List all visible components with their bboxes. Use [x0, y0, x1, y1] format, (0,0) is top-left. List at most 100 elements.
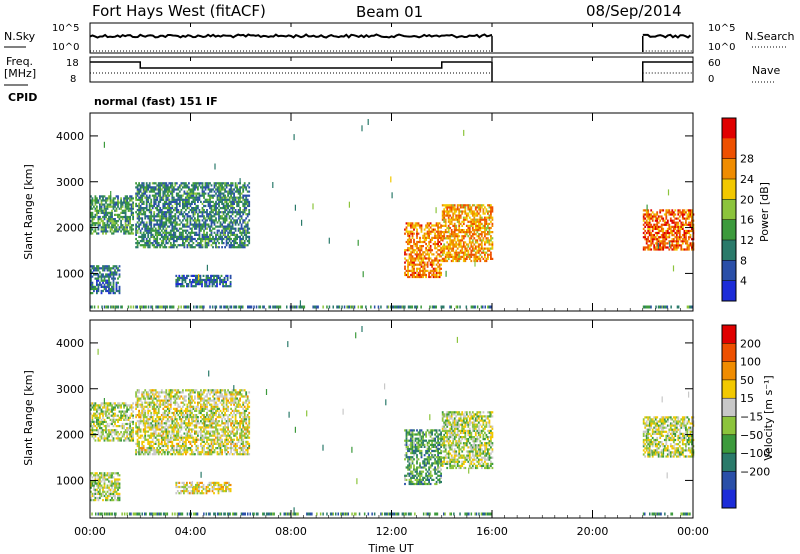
echo-cell	[168, 237, 171, 241]
echo-cell	[465, 253, 468, 256]
echo-cell	[675, 229, 678, 233]
echo-cell	[162, 403, 165, 406]
echo-cell	[150, 235, 153, 238]
echo-cell	[446, 210, 449, 213]
echo-cell	[127, 215, 130, 219]
echo-cell	[94, 404, 97, 407]
echo-cell	[234, 305, 236, 309]
echo-cell	[240, 200, 243, 203]
echo-cell	[450, 204, 453, 207]
echo-cell	[248, 202, 251, 205]
echo-cell	[99, 496, 101, 500]
echo-cell	[169, 202, 172, 205]
echo-cell	[228, 221, 231, 224]
echo-cell	[662, 242, 665, 245]
echo-cell	[484, 253, 486, 256]
echo-cell	[185, 204, 187, 208]
echo-cell	[142, 405, 145, 408]
echo-cell	[462, 231, 465, 234]
echo-cell	[685, 211, 687, 214]
echo-cell	[117, 402, 119, 405]
echo-cell	[657, 240, 660, 243]
echo-cell	[691, 305, 694, 309]
echo-cell	[491, 210, 494, 213]
echo-cell	[171, 196, 174, 199]
echo-cell	[425, 232, 427, 235]
echo-cell	[154, 200, 157, 203]
echo-cell	[422, 267, 424, 270]
echo-cell	[476, 226, 479, 230]
echo-cell	[647, 248, 650, 251]
echo-cell	[183, 204, 186, 208]
echo-cell	[148, 209, 151, 212]
echo-cell	[171, 211, 174, 214]
echo-cell	[207, 285, 209, 288]
echo-cell	[204, 283, 206, 286]
echo-cell	[105, 273, 107, 276]
echo-cell	[94, 402, 97, 405]
echo-cell	[123, 199, 125, 202]
echo-cell	[491, 245, 494, 248]
echo-cell	[203, 225, 205, 228]
echo-cell	[144, 434, 147, 437]
echo-cell	[671, 248, 674, 251]
echo-cell	[160, 182, 163, 185]
echo-cell	[242, 305, 244, 309]
echo-cell	[126, 435, 128, 438]
echo-cell	[248, 240, 251, 243]
echo-cell	[426, 251, 429, 254]
echo-cell	[109, 211, 112, 214]
echo-cell	[162, 449, 165, 452]
echo-cell	[127, 404, 130, 407]
echo-cell	[145, 395, 148, 398]
echo-cell	[192, 225, 195, 228]
echo-cell	[123, 406, 125, 409]
echo-cell	[129, 209, 131, 212]
echo-cell	[118, 287, 121, 291]
echo-cell	[447, 257, 450, 260]
echo-cell	[180, 235, 183, 238]
echo-cell	[162, 399, 165, 402]
echo-cell	[188, 207, 190, 210]
echo-cell	[215, 200, 217, 203]
echo-cell	[227, 182, 229, 185]
echo-cell	[218, 215, 220, 218]
echo-cell	[485, 210, 488, 213]
echo-cell	[109, 269, 112, 272]
echo-cell	[211, 283, 214, 286]
echo-cell	[426, 224, 429, 227]
echo-cell	[216, 186, 219, 189]
echo-cell	[156, 221, 159, 224]
echo-cell	[237, 244, 240, 247]
echo-cell	[115, 226, 118, 229]
echo-cell	[459, 251, 462, 254]
echo-cell	[96, 496, 98, 500]
echo-cell	[166, 305, 169, 309]
echo-cell	[151, 182, 154, 185]
echo-cell	[230, 242, 232, 245]
echo-cell	[192, 285, 194, 288]
echo-cell	[153, 198, 156, 201]
echo-cell	[438, 273, 441, 277]
echo-cell	[204, 225, 207, 228]
echo-cell	[216, 283, 218, 286]
echo-cell	[449, 233, 452, 236]
echo-cell	[124, 195, 127, 198]
echo-cell	[142, 449, 145, 452]
echo-cell	[142, 391, 145, 394]
echo-cell	[112, 222, 115, 225]
echo-cell	[102, 412, 104, 415]
echo-cell	[197, 196, 199, 199]
echo-cell	[246, 240, 249, 243]
echo-cell	[462, 222, 465, 225]
echo-cell	[230, 188, 232, 191]
echo-cell	[96, 205, 98, 208]
echo-cell	[112, 287, 115, 291]
echo-cell	[196, 281, 199, 284]
echo-cell	[136, 426, 139, 429]
echo-cell	[141, 442, 144, 445]
echo-cell	[194, 202, 196, 205]
echo-cell	[212, 221, 214, 224]
echo-cell	[194, 219, 196, 222]
echo-cell	[480, 235, 483, 238]
